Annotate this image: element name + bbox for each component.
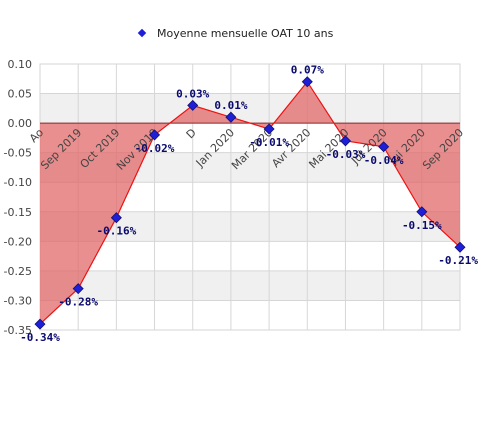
data-label: 0.03% (176, 87, 209, 100)
series-line (39, 80, 461, 325)
y-tick-label: 0.05 (8, 88, 33, 101)
data-point (339, 135, 351, 147)
data-label: 0.01% (214, 99, 247, 112)
data-label: -0.28% (58, 296, 98, 309)
data-label: -0.16% (96, 225, 136, 238)
data-label: 0.07% (291, 64, 324, 77)
data-point (225, 111, 237, 123)
grid-band (40, 93, 460, 124)
data-point (187, 99, 199, 111)
y-axis-ticks: 0.10 0.05 0.00 -0.05 -0.10 -0.15 -0.20 -0.25 -0.… (4, 58, 32, 337)
y-tick-label: 0.10 (8, 58, 33, 71)
data-point (110, 212, 122, 224)
y-tick-label: -0.35 (4, 324, 32, 337)
y-tick-label: -0.25 (4, 265, 32, 278)
data-point (263, 123, 275, 135)
y-tick-label: 0.00 (8, 117, 33, 130)
data-label: -0.02% (135, 142, 175, 155)
area-series (39, 80, 461, 325)
data-labels: -0.34% -0.28% -0.16% -0.02% 0.03% 0.01% -0.01%… (20, 64, 478, 344)
grid-band (40, 270, 460, 301)
y-tick-label: -0.30 (4, 294, 32, 307)
y-tick-label: -0.10 (4, 176, 32, 189)
data-label: -0.34% (20, 331, 60, 344)
data-label: -0.04% (364, 154, 404, 167)
data-point (301, 76, 313, 88)
data-point (72, 283, 84, 295)
data-point (378, 141, 390, 153)
data-point (34, 318, 46, 330)
legend-label: Moyenne mensuelle OAT 10 ans (157, 27, 334, 40)
data-point (416, 206, 428, 218)
data-label: -0.03% (326, 148, 366, 161)
data-label: -0.21% (438, 254, 478, 267)
data-point (454, 241, 466, 253)
y-tick-label: -0.20 (4, 235, 32, 248)
data-points (34, 76, 466, 330)
data-point (149, 129, 161, 141)
data-label: -0.15% (402, 219, 442, 232)
y-tick-label: -0.15 (4, 206, 32, 219)
legend-marker (137, 28, 147, 38)
legend: Moyenne mensuelle OAT 10 ans (137, 27, 334, 40)
data-label: -0.01% (249, 136, 289, 149)
y-tick-label: -0.05 (4, 147, 32, 160)
x-tick-label: D (184, 126, 199, 141)
